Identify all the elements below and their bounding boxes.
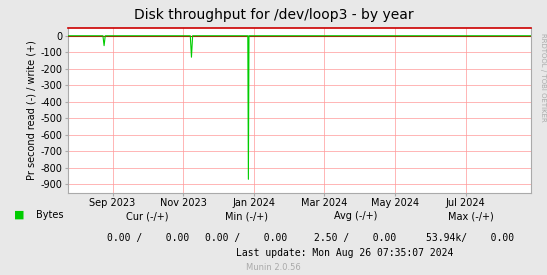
Text: Disk throughput for /dev/loop3 - by year: Disk throughput for /dev/loop3 - by year: [133, 8, 414, 22]
Text: RRDTOOL / TOBI OETIKER: RRDTOOL / TOBI OETIKER: [540, 33, 546, 121]
Text: ■: ■: [14, 210, 24, 220]
Text: Max (-/+): Max (-/+): [447, 211, 493, 221]
Text: 0.00 /    0.00: 0.00 / 0.00: [107, 233, 189, 243]
Text: 0.00 /    0.00: 0.00 / 0.00: [205, 233, 287, 243]
Y-axis label: Pr second read (-) / write (+): Pr second read (-) / write (+): [27, 40, 37, 180]
Text: 53.94k/    0.00: 53.94k/ 0.00: [426, 233, 515, 243]
Text: Cur (-/+): Cur (-/+): [126, 211, 169, 221]
Text: Munin 2.0.56: Munin 2.0.56: [246, 263, 301, 272]
Text: Avg (-/+): Avg (-/+): [334, 211, 377, 221]
Text: Last update: Mon Aug 26 07:35:07 2024: Last update: Mon Aug 26 07:35:07 2024: [236, 249, 453, 258]
Text: Bytes: Bytes: [36, 210, 63, 220]
Text: 2.50 /    0.00: 2.50 / 0.00: [315, 233, 397, 243]
Text: Min (-/+): Min (-/+): [225, 211, 267, 221]
